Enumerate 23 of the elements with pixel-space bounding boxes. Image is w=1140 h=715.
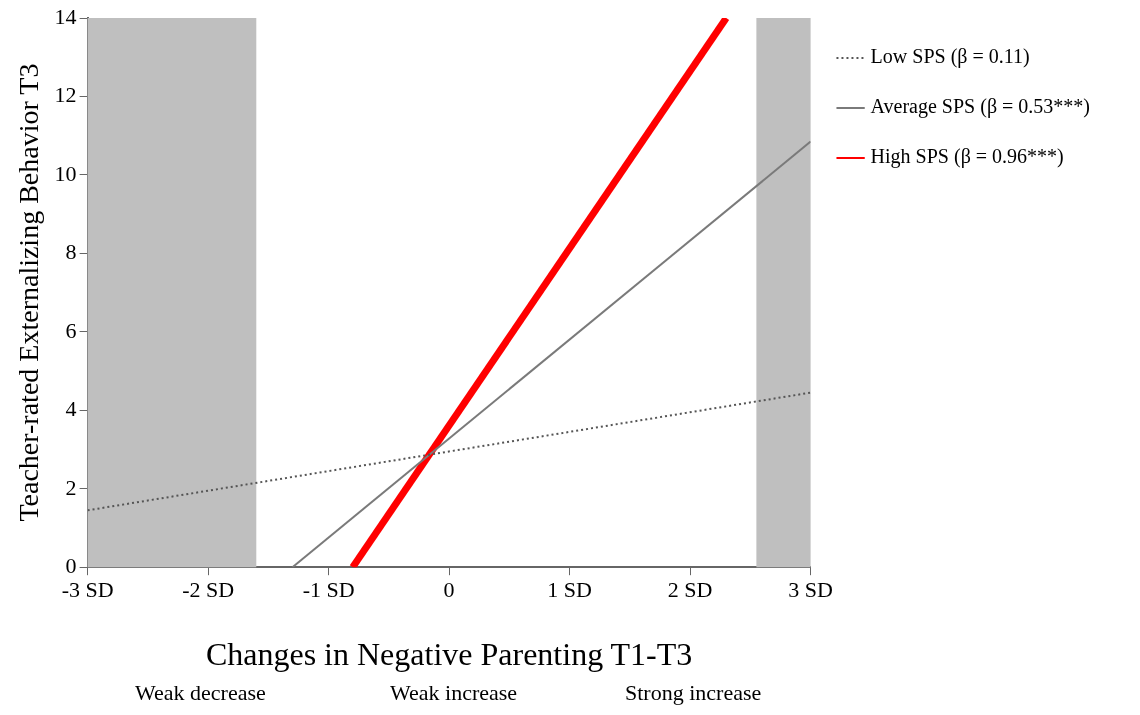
x-tick-label: -1 SD [302, 577, 355, 603]
y-tick-label: 14 [54, 3, 77, 29]
legend-label: High SPS (β = 0.96***) [870, 145, 1064, 169]
x-axis-title: Changes in Negative Parenting T1-T3 [205, 636, 693, 673]
legend-label: Average SPS (β = 0.53***) [870, 95, 1091, 119]
text: Weak increase [390, 680, 518, 706]
y-tick-label: 6 [65, 317, 77, 343]
x-tick-label: 3 SD [788, 577, 833, 603]
y-tick-label: 12 [54, 82, 77, 108]
x-tick-label: -2 SD [182, 577, 235, 603]
x-tick-label: 0 [443, 577, 455, 603]
y-tick-label: 8 [65, 239, 77, 265]
x-tick-label: -3 SD [61, 577, 114, 603]
y-tick-label: 10 [54, 160, 77, 186]
x-tick-label: 2 SD [667, 577, 713, 603]
y-tick-label: 2 [65, 474, 77, 500]
text: Strong increase [625, 680, 762, 706]
legend-label: Low SPS (β = 0.11) [870, 45, 1030, 69]
y-tick-label: 4 [65, 396, 77, 422]
y-axis-title: Teacher-rated Externalizing Behavior T3 [13, 63, 45, 522]
x-tick-label: 1 SD [547, 577, 592, 603]
y-tick-label: 0 [65, 552, 77, 578]
text: Weak decrease [135, 680, 266, 706]
